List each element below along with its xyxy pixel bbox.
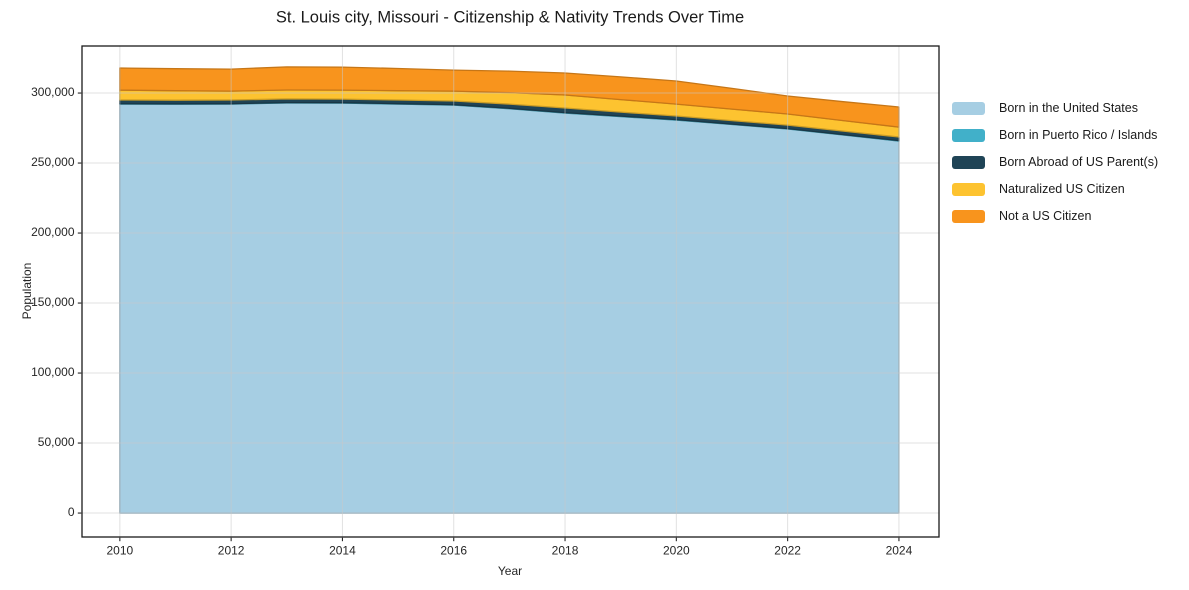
legend-label: Born in the United States (999, 101, 1138, 115)
legend-label: Born Abroad of US Parent(s) (999, 155, 1159, 169)
legend-swatch-icon (952, 155, 985, 169)
x-tick-label: 2016 (440, 543, 467, 557)
y-axis-label: Population (20, 262, 34, 320)
y-tick-label: 100,000 (31, 365, 75, 379)
y-tick-label: 200,000 (31, 225, 75, 239)
x-tick-label: 2022 (774, 543, 801, 557)
x-tick-label: 2014 (329, 543, 356, 557)
y-tick-label: 300,000 (31, 85, 75, 99)
area-born-in-the-united-states (119, 102, 900, 514)
legend-swatch-icon (952, 128, 985, 142)
y-tick-label: 150,000 (31, 295, 75, 309)
legend-item-not-a-us-citizen: Not a US Citizen (952, 209, 1158, 223)
legend-item-born-in-the-united-states: Born in the United States (952, 101, 1158, 115)
y-tick-label: 250,000 (31, 155, 75, 169)
legend-item-naturalized-us-citizen: Naturalized US Citizen (952, 182, 1158, 196)
legend-item-born-abroad-of-us-parent-s: Born Abroad of US Parent(s) (952, 155, 1158, 169)
y-tick-label: 50,000 (38, 435, 75, 449)
x-axis-label: Year (497, 564, 523, 578)
x-tick-label: 2012 (218, 543, 245, 557)
legend-swatch-icon (952, 101, 985, 115)
y-tick-label: 0 (68, 505, 75, 519)
x-tick-label: 2020 (663, 543, 690, 557)
chart-title: St. Louis city, Missouri - Citizenship &… (275, 8, 745, 27)
axes-spines (81, 45, 940, 538)
legend-label: Naturalized US Citizen (999, 182, 1125, 196)
x-tick-label: 2024 (886, 543, 913, 557)
legend-swatch-icon (952, 182, 985, 196)
legend-label: Born in Puerto Rico / Islands (999, 128, 1158, 142)
legend-swatch-icon (952, 209, 985, 223)
x-tick-label: 2010 (106, 543, 133, 557)
legend-label: Not a US Citizen (999, 209, 1092, 223)
x-tick-label: 2018 (552, 543, 579, 557)
legend: Born in the United States Born in Puerto … (952, 101, 1158, 223)
legend-item-born-in-puerto-rico-islands: Born in Puerto Rico / Islands (952, 128, 1158, 142)
